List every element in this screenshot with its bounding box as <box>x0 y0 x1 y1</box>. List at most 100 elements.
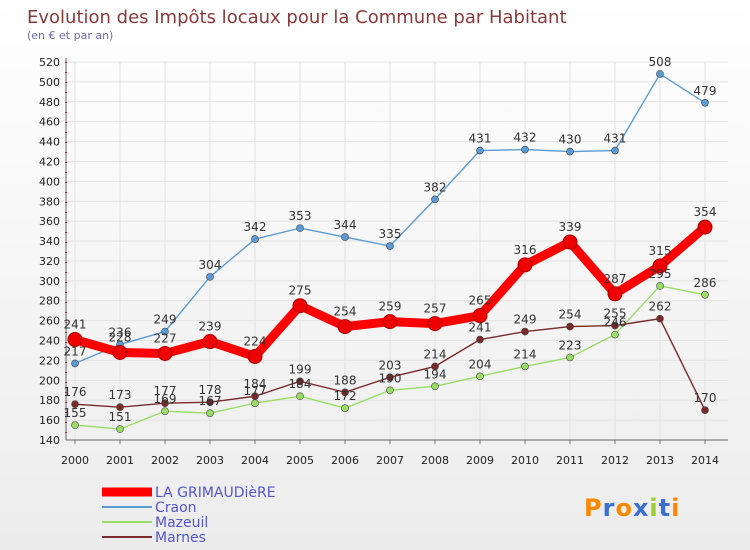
x-tick-label: 2012 <box>601 454 629 467</box>
data-point <box>656 314 664 323</box>
data-point <box>476 335 484 344</box>
data-point <box>116 403 124 411</box>
data-point <box>161 399 169 407</box>
data-label: 249 <box>154 313 177 327</box>
data-label: 155 <box>64 406 87 420</box>
data-point <box>202 334 218 350</box>
y-tick-label: 420 <box>39 155 60 168</box>
data-point <box>701 406 709 414</box>
y-tick-label: 400 <box>39 175 60 188</box>
data-point <box>607 286 623 302</box>
data-point <box>521 362 529 371</box>
data-label: 335 <box>379 227 402 241</box>
legend-label: LA GRIMAUDièRE <box>155 485 276 501</box>
data-point <box>427 316 443 332</box>
data-label: 194 <box>424 367 447 381</box>
y-tick-label: 460 <box>39 116 60 129</box>
data-label: 265 <box>469 294 492 308</box>
data-point <box>341 404 349 412</box>
brand-letter: o <box>615 494 633 522</box>
y-tick-label: 300 <box>39 275 60 288</box>
legend-label: Marnes <box>155 530 206 546</box>
data-label: 275 <box>289 284 312 298</box>
data-label: 316 <box>514 243 537 257</box>
data-label: 167 <box>199 394 222 408</box>
data-label: 228 <box>109 330 132 344</box>
data-point <box>112 344 128 360</box>
brand-letter: i <box>649 494 658 522</box>
data-point <box>67 332 83 348</box>
data-label: 204 <box>469 357 492 371</box>
data-label: 286 <box>694 276 717 290</box>
series-craon <box>71 70 709 368</box>
data-point <box>206 398 214 407</box>
data-point <box>701 290 709 299</box>
data-label-layer: 241 228 227 239 224 275 254 259 257 265 316 339 287 3… <box>64 55 717 424</box>
data-point <box>701 98 709 107</box>
data-point <box>656 70 664 78</box>
y-tick-label: 380 <box>39 195 60 208</box>
brand-letter: t <box>659 494 671 522</box>
y-tick-label: 260 <box>39 315 60 328</box>
data-point <box>71 359 79 368</box>
data-point <box>251 235 259 243</box>
data-point <box>296 392 304 401</box>
data-point <box>656 282 664 290</box>
brand-text: Proxiti <box>584 494 680 522</box>
data-point <box>116 425 124 433</box>
data-label: 262 <box>649 300 672 314</box>
data-label: 259 <box>379 300 402 314</box>
data-point <box>476 146 484 155</box>
y-tick-label: 180 <box>39 394 60 407</box>
data-label: 254 <box>559 308 582 322</box>
data-label: 344 <box>334 218 357 232</box>
x-tick-label: 2010 <box>511 454 539 467</box>
data-label: 339 <box>559 220 582 234</box>
data-label: 176 <box>64 385 87 399</box>
grid <box>66 61 728 441</box>
data-point <box>206 409 214 417</box>
data-point <box>566 147 574 156</box>
data-point <box>566 322 574 331</box>
data-label: 178 <box>199 383 222 397</box>
data-label: 172 <box>334 389 357 403</box>
data-label: 170 <box>694 391 717 405</box>
series-marnes <box>71 314 709 414</box>
data-point <box>337 319 353 335</box>
data-point <box>161 327 169 336</box>
y-tick-label: 500 <box>39 76 60 89</box>
data-label: 217 <box>64 344 87 358</box>
x-tick-label: 2014 <box>691 454 719 467</box>
data-label: 430 <box>559 133 582 147</box>
data-point <box>652 258 668 274</box>
data-point <box>472 308 488 324</box>
data-label: 241 <box>469 321 492 335</box>
data-label: 173 <box>109 388 132 402</box>
brand-letter: P <box>584 494 603 522</box>
data-point <box>161 407 169 415</box>
data-label: 479 <box>694 84 717 98</box>
data-point <box>431 382 439 391</box>
y-tick-label: 520 <box>39 56 60 69</box>
x-tick-label: 2006 <box>331 454 359 467</box>
y-tick-label: 220 <box>39 354 60 367</box>
data-label: 431 <box>604 132 627 146</box>
data-label: 382 <box>424 180 447 194</box>
y-tick-label: 280 <box>39 295 60 308</box>
data-point <box>386 373 394 382</box>
y-tick-label: 320 <box>39 255 60 268</box>
data-point <box>386 242 394 250</box>
x-tick-label: 2001 <box>106 454 134 467</box>
data-label: 223 <box>559 338 582 352</box>
x-tick-label: 2003 <box>196 454 224 467</box>
data-point <box>611 330 619 339</box>
y-tick-label: 160 <box>39 414 60 427</box>
data-point <box>517 257 533 273</box>
data-label: 224 <box>244 334 267 348</box>
y-tick-label: 440 <box>39 136 60 149</box>
brand-logo: Proxiti <box>584 494 680 522</box>
x-tick-label: 2005 <box>286 454 314 467</box>
data-point <box>292 298 308 314</box>
series-mazeuil <box>71 282 709 433</box>
